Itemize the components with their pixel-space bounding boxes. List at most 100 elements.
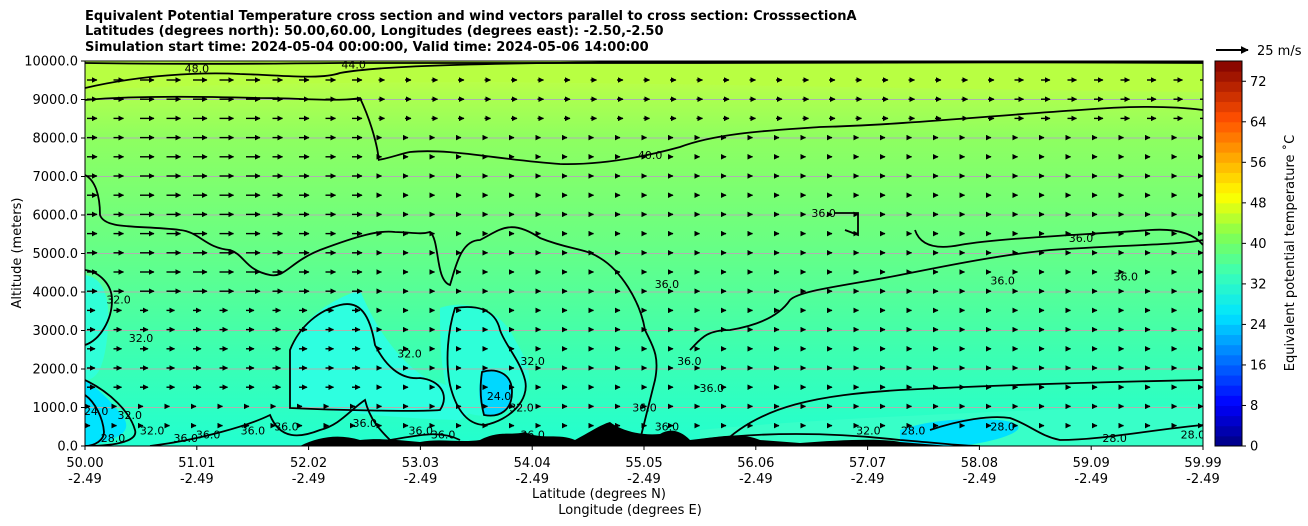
contour-label: 36.0 <box>196 428 221 441</box>
contour-label: 36.0 <box>431 428 456 441</box>
colorbar-tick-label: 0 <box>1250 440 1258 455</box>
colorbar-segment <box>1215 263 1242 275</box>
contour-label: 32.0 <box>509 401 534 414</box>
y-tick-label: 9000.0 <box>33 93 79 108</box>
contour-label: 28.0 <box>101 432 126 445</box>
x-tick-label-lon: -2.49 <box>404 472 438 487</box>
contour-label: 32.0 <box>856 424 881 437</box>
contour-label: 44.0 <box>632 53 657 66</box>
colorbar: 0 8 16 24 32 40 48 56 64 72 <box>1214 60 1267 455</box>
y-tick-label: 4000.0 <box>33 286 79 301</box>
contour-label: 32.0 <box>520 355 545 368</box>
contour-label: 44.0 <box>464 51 489 64</box>
x-tick-label-lon: -2.49 <box>739 472 773 487</box>
contour-label: 40.0 <box>638 149 663 162</box>
x-tick-label-lat: 59.99 <box>1184 456 1221 471</box>
colorbar-segment <box>1215 405 1242 417</box>
x-axis: 50.00-2.4951.01-2.4952.02-2.4953.03-2.49… <box>66 446 1222 487</box>
contour-32-right <box>929 416 1203 441</box>
plot-area: 48.0 44.044.0 44.0 48.040.036.036.036.036.0… <box>85 51 1206 446</box>
contour-label: 36.0 <box>699 382 724 395</box>
contour-label: 28.0 <box>990 421 1015 434</box>
contour-label: 36.0 <box>408 424 433 437</box>
colorbar-segment <box>1215 142 1242 153</box>
x-axis-label-longitude: Longitude (degrees E) <box>558 503 702 518</box>
colorbar-tick-label: 64 <box>1250 115 1267 130</box>
wind-vectors <box>85 77 1203 429</box>
colorbar-segment <box>1215 314 1242 325</box>
contour-label: 36.0 <box>1114 270 1139 283</box>
colorbar-segment <box>1215 344 1242 356</box>
contour-label: 32.0 <box>140 424 165 437</box>
colorbar-segment <box>1215 253 1242 265</box>
contour-40-upper <box>85 61 1203 65</box>
y-tick-label: 7000.0 <box>33 170 79 185</box>
colorbar-tick-label: 32 <box>1250 277 1267 292</box>
terrain <box>85 422 950 446</box>
contour-label: 48.0 <box>185 63 210 76</box>
y-tick-label: 8000.0 <box>33 132 79 147</box>
contour-32-mid <box>289 303 445 412</box>
contour-labels: 48.0 44.044.0 44.0 48.040.036.036.036.036.0… <box>85 51 1206 445</box>
colorbar-segment <box>1215 81 1242 92</box>
x-tick-label-lat: 51.01 <box>178 456 215 471</box>
x-tick-label-lat: 58.08 <box>961 456 998 471</box>
contour-label: 36.0 <box>353 417 378 430</box>
x-axis-label-latitude: Latitude (degrees N) <box>532 487 666 502</box>
colorbar-segment <box>1215 385 1242 396</box>
colorbar-segment <box>1215 152 1242 163</box>
vector-key-label: 25 m/s <box>1257 44 1302 59</box>
colorbar-segment <box>1215 162 1242 173</box>
contour-36-upper-right <box>914 228 1203 248</box>
colorbar-segment <box>1215 375 1242 386</box>
contour-28-left <box>85 379 137 446</box>
colorbar-segment <box>1215 121 1242 133</box>
colorbar-segment <box>1215 212 1242 224</box>
colorbar-tick-label: 40 <box>1250 237 1267 252</box>
contour-32-center <box>446 306 527 426</box>
contour-label: 36.0 <box>655 278 680 291</box>
chart-title-line-3: Simulation start time: 2024-05-04 00:00:… <box>85 40 649 55</box>
y-tick-label: 0.0 <box>57 440 78 455</box>
contour-label: 24.0 <box>487 390 512 403</box>
colorbar-tick-label: 72 <box>1250 75 1267 90</box>
x-tick-label-lon: -2.49 <box>627 472 661 487</box>
contour-label: 32.0 <box>129 332 154 345</box>
contour-label: 36.0 <box>811 207 836 220</box>
x-tick-label-lat: 59.09 <box>1073 456 1110 471</box>
colorbar-segment <box>1215 324 1242 336</box>
x-tick-label-lon: -2.49 <box>963 472 997 487</box>
contour-24-left <box>85 394 105 446</box>
y-tick-label: 6000.0 <box>33 209 79 224</box>
contour-label: 36.0 <box>173 432 198 445</box>
chart-title-line-1: Equivalent Potential Temperature cross s… <box>85 9 857 24</box>
y-axis: 0.0 1000.0 2000.0 3000.0 4000.0 5000.0 6000.0 7… <box>24 55 85 455</box>
colorbar-segment <box>1215 243 1242 254</box>
colorbar-segment <box>1215 435 1242 447</box>
x-tick-label-lat: 50.00 <box>66 456 103 471</box>
y-tick-label: 2000.0 <box>33 363 79 378</box>
contour-label: 28.0 <box>1181 428 1206 441</box>
y-axis-label: Altitude (meters) <box>10 198 25 309</box>
colorbar-segment <box>1215 182 1242 194</box>
colorbar-segment <box>1215 223 1242 234</box>
colorbar-segment <box>1215 395 1242 406</box>
contour-label: 36.0 <box>990 274 1015 287</box>
colorbar-segment <box>1215 233 1242 244</box>
contour-label: 36.0 <box>274 421 299 434</box>
contour-36-box <box>835 212 859 237</box>
x-tick-label-lat: 54.04 <box>514 456 551 471</box>
moist-low-region-left <box>85 275 109 380</box>
colorbar-segment <box>1215 294 1242 305</box>
colorbar-tick-label: 48 <box>1250 196 1267 211</box>
x-tick-label-lat: 52.02 <box>290 456 327 471</box>
x-tick-label-lon: -2.49 <box>68 472 102 487</box>
contour-36-main <box>85 174 658 441</box>
colorbar-segment <box>1215 192 1242 204</box>
colorbar-label: Equivalent potential temperature ˚C <box>1282 135 1298 371</box>
contour-label: 36.0 <box>677 355 702 368</box>
upper-layer-region <box>85 61 1203 92</box>
cold-low-region-left <box>85 380 127 446</box>
colorbar-segment <box>1215 131 1242 143</box>
